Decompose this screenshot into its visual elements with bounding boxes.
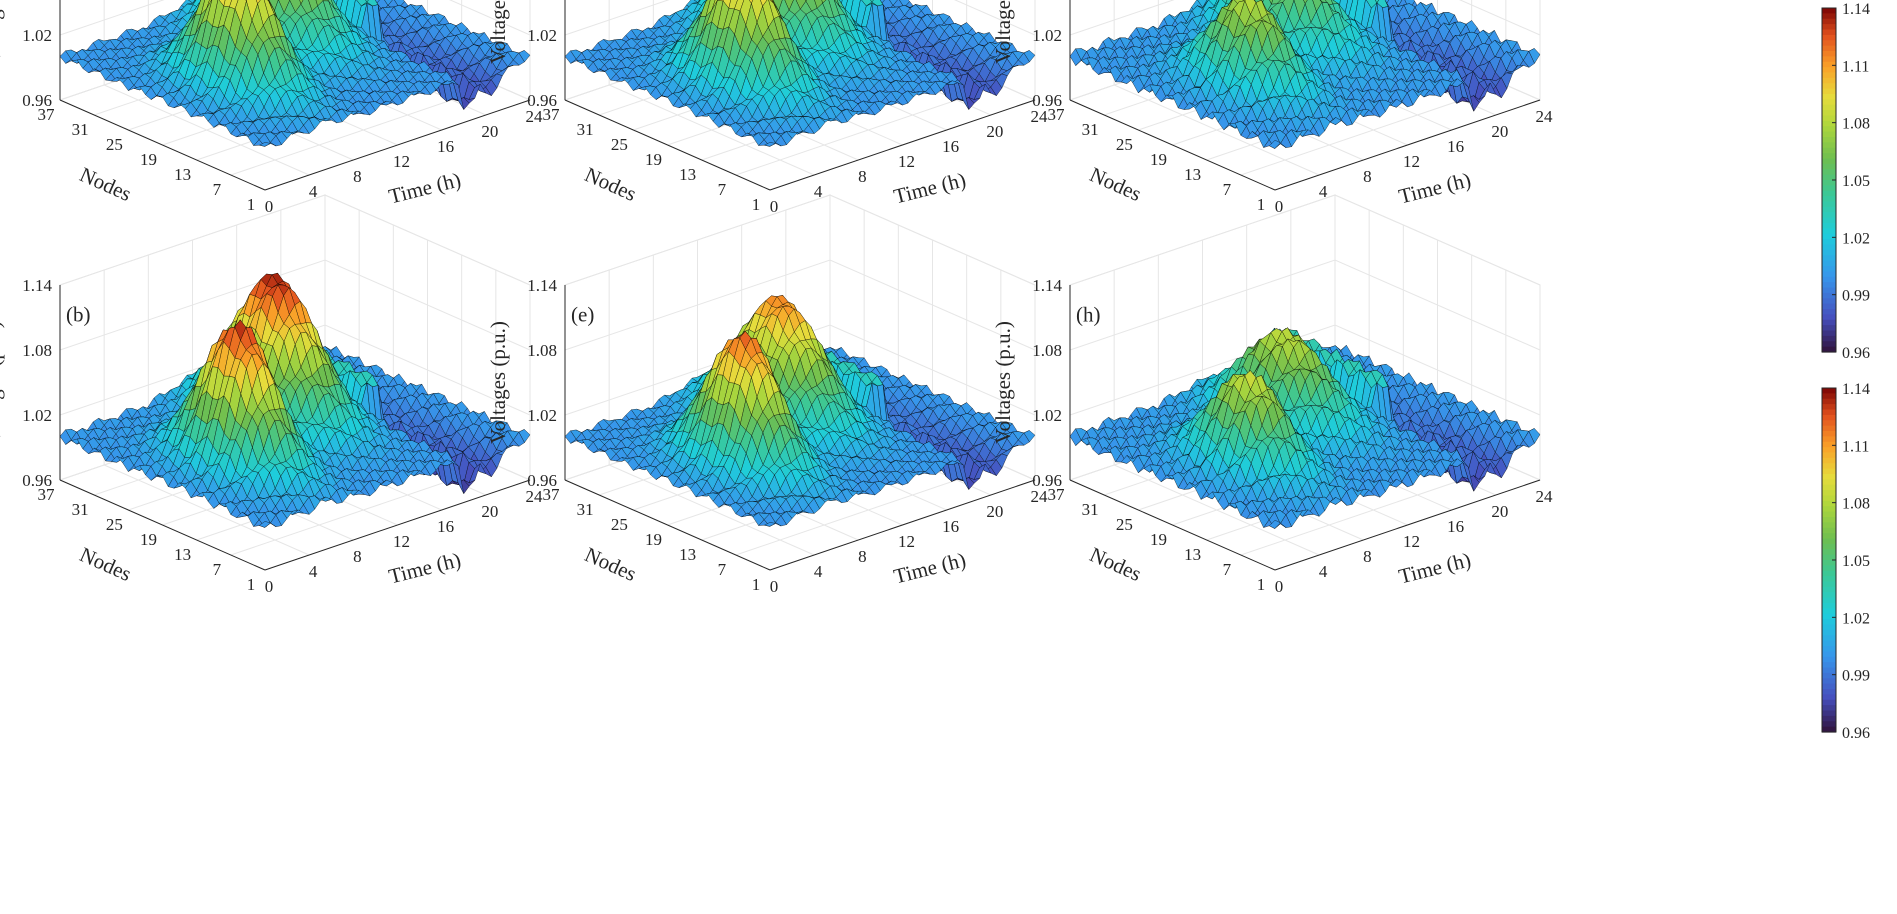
surface-patch [365,0,369,3]
nodes-tick-label: 19 [140,150,157,169]
time-tick-label: 4 [309,562,318,581]
z-axis-title: Voltages (p.u.) [0,321,5,444]
surface-patch [258,142,272,147]
nodes-axis-title: Nodes [76,542,135,586]
nodes-tick-label: 19 [140,530,157,549]
time-tick-label: 12 [393,532,410,551]
time-tick-label: 0 [265,577,274,596]
surface-patch [255,0,261,5]
grid-line-voltage [59,324,531,416]
time-tick-label: 4 [309,182,318,201]
nodes-tick-label: 31 [72,500,89,519]
surface-patch [299,0,304,5]
nodes-tick-label: 25 [106,135,123,154]
time-axis-title: Time (h) [386,167,463,208]
nodes-tick-label: 31 [72,120,89,139]
time-tick-label: 20 [481,122,498,141]
nodes-tick-label: 1 [247,195,256,214]
nodes-axis-title: Nodes [76,162,135,206]
grid-line-voltage [59,259,531,351]
z-tick-label: 1.08 [22,341,52,360]
time-axis-title: Time (h) [386,547,463,588]
nodes-tick-label: 13 [174,545,191,564]
nodes-axis-line [59,99,266,191]
grid-line-voltage [59,194,531,286]
z-axis-title: Voltages (p.u.) [0,0,5,64]
z-tick-label: 1.02 [22,406,52,425]
nodes-tick-label: 25 [106,515,123,534]
nodes-tick-label: 37 [38,105,56,124]
time-tick-label: 16 [437,517,454,536]
panel-label: (b) [66,303,91,327]
time-tick-label: 8 [353,547,362,566]
z-tick-label: 0.96 [22,91,52,110]
time-tick-label: 20 [481,502,498,521]
nodes-tick-label: 13 [174,165,191,184]
voltage-surface [59,272,531,528]
time-axis-line [264,99,531,191]
nodes-tick-label: 37 [38,485,56,504]
z-tick-label: 1.14 [22,276,52,295]
time-tick-label: 0 [265,197,274,216]
nodes-tick-label: 1 [247,575,256,594]
nodes-tick-label: 7 [213,180,222,199]
z-tick-label: 1.02 [22,26,52,45]
time-tick-label: 24 [526,107,544,126]
time-tick-label: 12 [393,152,410,171]
time-tick-label: 8 [353,167,362,186]
grid-line-voltage [59,0,531,36]
voltage-surface [59,0,531,147]
time-tick-label: 16 [437,137,454,156]
nodes-tick-label: 7 [213,560,222,579]
